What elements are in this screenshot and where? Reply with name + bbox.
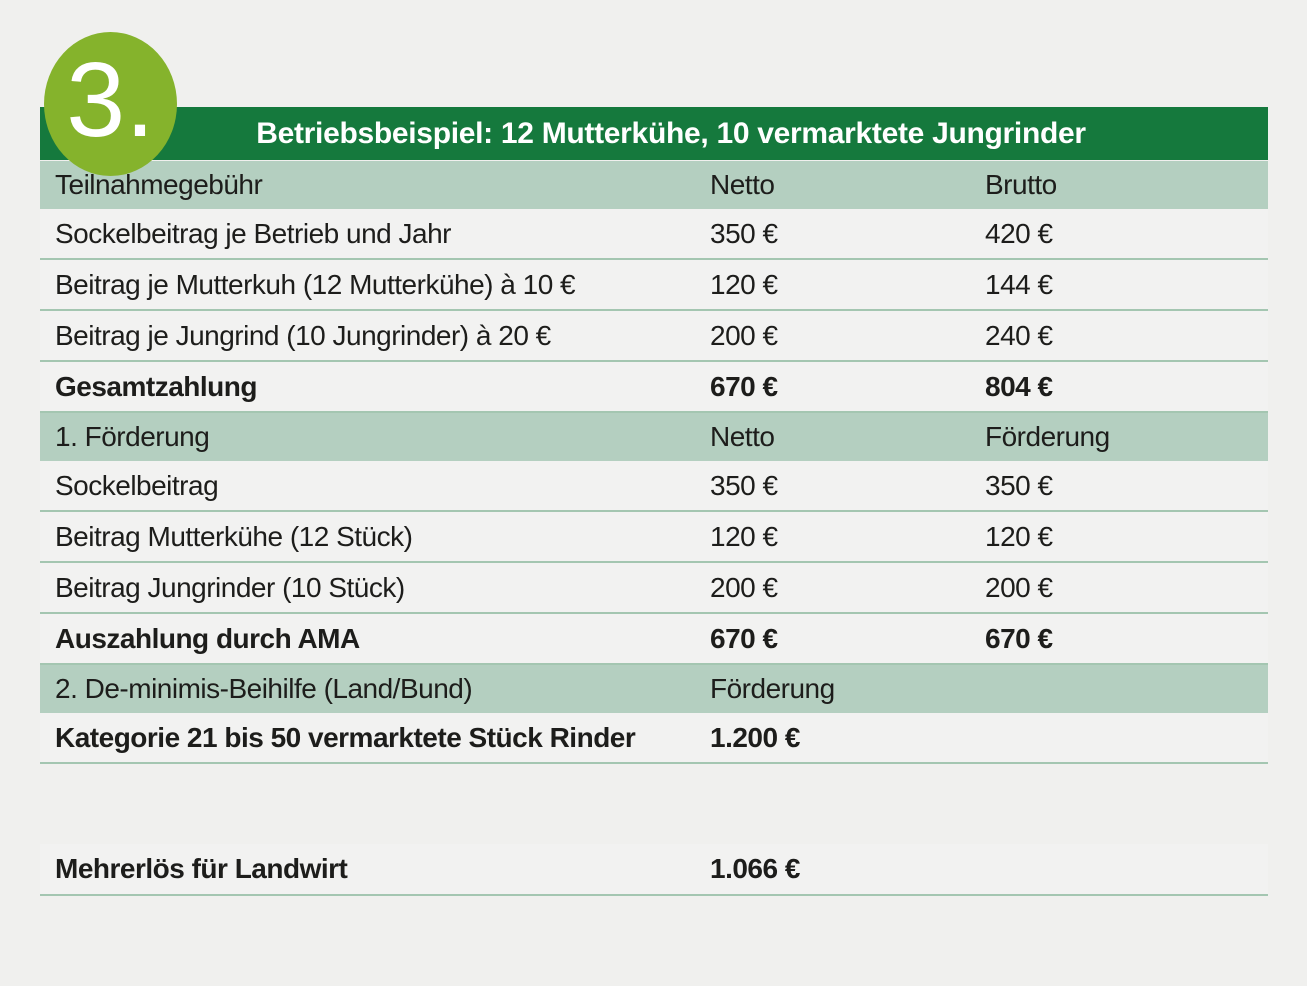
table-row: Beitrag je Jungrind (10 Jungrinder) à 20… [40,311,1268,362]
column-header-col3: Förderung [985,421,1110,452]
row-label: Auszahlung durch AMA [55,622,360,654]
row-value-col3: 804 € [985,370,1053,402]
data-table: Teilnahmegebühr Netto Brutto Sockelbeitrag … [40,161,1268,896]
row-value-col3: 120 € [985,520,1053,552]
table-row: Kategorie 21 bis 50 vermarktete Stück Ri… [40,713,1268,764]
row-value-col2: 670 € [710,370,778,402]
column-header-col2: Netto [710,169,775,200]
column-header-col2: Förderung [710,673,835,704]
row-label: Sockelbeitrag [55,469,219,501]
row-value-col3: 200 € [985,571,1053,603]
section-header-label: 1. Förderung [55,421,210,452]
section-header-row: Teilnahmegebühr Netto Brutto [40,161,1268,209]
row-label: Sockelbeitrag je Betrieb und Jahr [55,217,451,249]
row-value-col3: 350 € [985,469,1053,501]
step-badge: 3. [44,32,177,176]
section-header-label: Teilnahmegebühr [55,169,263,200]
summary-label: Mehrerlös für Landwirt [55,853,348,884]
row-value-col2: 670 € [710,622,778,654]
table-row: Gesamtzahlung 670 € 804 € [40,362,1268,413]
section-header-row: 1. Förderung Netto Förderung [40,413,1268,461]
section-header-label: 2. De-minimis-Beihilfe (Land/Bund) [55,673,473,704]
row-value-col2: 120 € [710,268,778,300]
row-value-col2: 1.200 € [710,721,800,753]
summary-value-col2: 1.066 € [710,853,800,884]
row-label: Beitrag je Jungrind (10 Jungrinder) à 20… [55,319,551,351]
row-value-col2: 200 € [710,319,778,351]
summary-row: Mehrerlös für Landwirt 1.066 € [40,844,1268,896]
row-value-col3: 420 € [985,217,1053,249]
table-row: Sockelbeitrag je Betrieb und Jahr 350 € 42… [40,209,1268,260]
step-number: 3. [66,41,155,159]
row-label: Beitrag Jungrinder (10 Stück) [55,571,405,603]
title-bar: Betriebsbeispiel: 12 Mutterkühe, 10 verm… [40,107,1268,160]
row-value-col3: 670 € [985,622,1053,654]
table-spacer [40,764,1268,844]
row-value-col3: 144 € [985,268,1053,300]
table-row: Beitrag je Mutterkuh (12 Mutterkühe) à 1… [40,260,1268,311]
row-value-col3: 240 € [985,319,1053,351]
table-row: Beitrag Jungrinder (10 Stück) 200 € 200 € [40,563,1268,614]
section-header-row: 2. De-minimis-Beihilfe (Land/Bund) Förder… [40,665,1268,713]
row-label: Kategorie 21 bis 50 vermarktete Stück Ri… [55,721,636,753]
row-label: Gesamtzahlung [55,370,257,402]
column-header-col2: Netto [710,421,775,452]
row-value-col2: 350 € [710,217,778,249]
row-label: Beitrag Mutterkühe (12 Stück) [55,520,413,552]
row-label: Beitrag je Mutterkuh (12 Mutterkühe) à 1… [55,268,576,300]
column-header-col3: Brutto [985,169,1057,200]
row-value-col2: 120 € [710,520,778,552]
page-title: Betriebsbeispiel: 12 Mutterkühe, 10 verm… [256,116,1086,150]
row-value-col2: 350 € [710,469,778,501]
row-value-col2: 200 € [710,571,778,603]
table-row: Sockelbeitrag 350 € 350 € [40,461,1268,512]
table-row: Beitrag Mutterkühe (12 Stück) 120 € 120 € [40,512,1268,563]
table-row: Auszahlung durch AMA 670 € 670 € [40,614,1268,665]
